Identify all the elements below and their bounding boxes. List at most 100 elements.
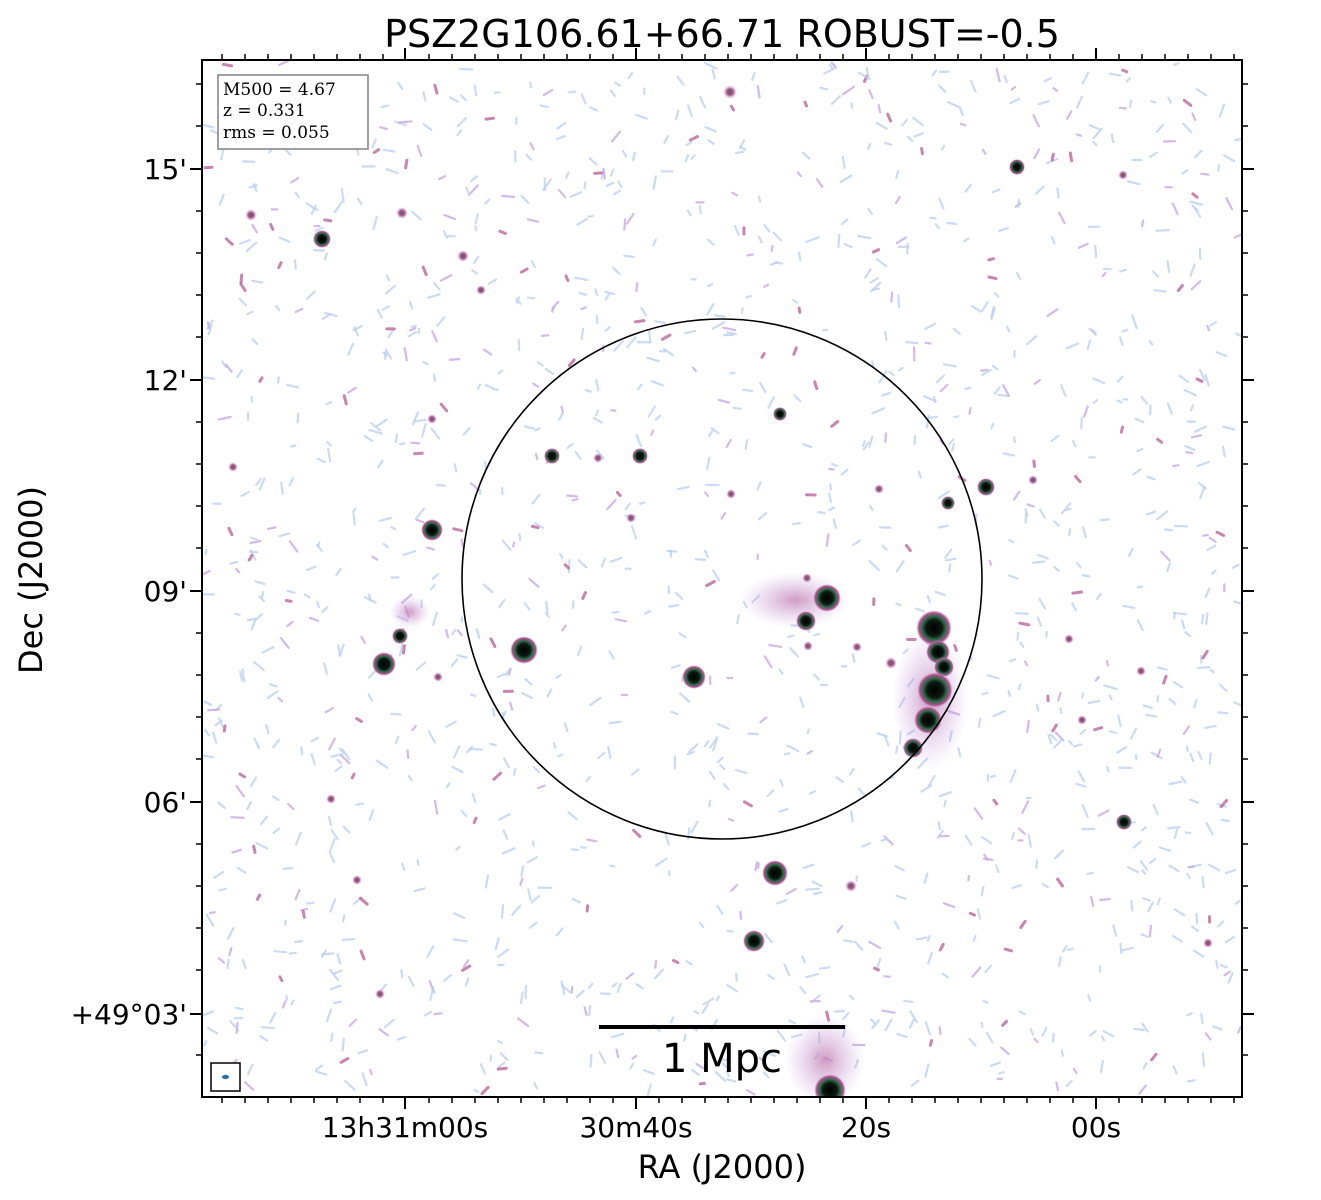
noise-streak xyxy=(625,972,634,980)
noise-streak xyxy=(407,330,418,338)
noise-streak xyxy=(571,897,581,904)
noise-streak xyxy=(321,312,332,320)
noise-streak xyxy=(1180,775,1187,784)
noise-streak xyxy=(278,975,284,983)
noise-streak xyxy=(456,116,468,128)
y-tick-label-09: 09' xyxy=(144,575,187,608)
noise-streak xyxy=(1187,865,1195,869)
noise-streak xyxy=(498,598,506,609)
noise-streak xyxy=(324,707,334,714)
noise-streak xyxy=(430,427,441,440)
noise-streak xyxy=(539,104,550,109)
noise-streak xyxy=(1077,242,1089,249)
noise-streak xyxy=(424,1010,432,1017)
noise-streak xyxy=(1088,124,1101,131)
noise-streak xyxy=(1183,388,1198,397)
faint-source xyxy=(723,85,737,99)
noise-streak xyxy=(878,370,888,384)
noise-streak xyxy=(1116,375,1124,383)
noise-streak xyxy=(368,809,375,822)
noise-streak xyxy=(727,817,735,822)
noise-streak xyxy=(713,314,726,318)
noise-streak xyxy=(379,126,388,131)
noise-streak xyxy=(560,980,566,996)
noise-streak xyxy=(555,673,562,679)
noise-streak xyxy=(1148,924,1153,938)
noise-streak xyxy=(808,790,817,795)
noise-streak xyxy=(920,784,933,793)
noise-streak xyxy=(654,959,658,969)
noise-streak xyxy=(1146,475,1156,481)
noise-streak xyxy=(433,83,439,95)
noise-streak xyxy=(630,768,640,776)
noise-streak xyxy=(925,415,930,429)
noise-streak xyxy=(1116,745,1128,754)
noise-streak xyxy=(400,969,404,979)
noise-streak xyxy=(924,1063,930,1078)
noise-streak xyxy=(1184,831,1192,835)
noise-streak xyxy=(1185,451,1194,455)
noise-streak xyxy=(690,820,699,834)
noise-streak xyxy=(1056,187,1060,199)
noise-streak xyxy=(747,732,759,736)
noise-streak xyxy=(652,175,658,190)
noise-streak xyxy=(688,135,699,142)
noise-streak xyxy=(726,929,734,933)
noise-streak xyxy=(1071,439,1077,448)
noise-streak xyxy=(811,880,823,888)
noise-streak xyxy=(489,742,497,747)
noise-streak xyxy=(301,909,306,919)
noise-streak xyxy=(708,799,712,808)
noise-streak xyxy=(915,936,928,941)
noise-streak xyxy=(496,673,505,679)
noise-streak xyxy=(1057,691,1062,702)
noise-streak xyxy=(980,1021,984,1029)
noise-streak xyxy=(796,171,802,178)
noise-streak xyxy=(937,821,942,831)
noise-streak xyxy=(1087,699,1101,705)
noise-streak xyxy=(717,398,731,404)
noise-streak xyxy=(245,241,258,253)
noise-streak xyxy=(347,386,357,394)
noise-streak xyxy=(571,498,579,502)
noise-streak xyxy=(707,238,715,246)
noise-streak xyxy=(623,254,636,259)
noise-streak xyxy=(884,330,888,341)
noise-streak xyxy=(1152,803,1159,816)
noise-streak xyxy=(300,746,304,756)
noise-streak xyxy=(725,1070,730,1078)
noise-streak xyxy=(1186,1012,1193,1017)
noise-streak xyxy=(1192,949,1205,958)
noise-streak xyxy=(650,429,655,436)
noise-streak xyxy=(1009,768,1017,784)
noise-streak xyxy=(469,175,478,183)
noise-streak xyxy=(1038,597,1047,610)
noise-streak xyxy=(1173,908,1186,917)
noise-streak xyxy=(1023,660,1029,667)
noise-streak xyxy=(426,945,435,958)
noise-streak xyxy=(1139,860,1149,872)
noise-streak xyxy=(944,548,953,560)
noise-streak xyxy=(431,573,440,581)
noise-streak xyxy=(578,291,588,296)
radio-source xyxy=(917,672,953,708)
noise-streak xyxy=(484,384,495,390)
noise-streak xyxy=(526,296,536,300)
noise-streak xyxy=(1055,1081,1060,1092)
chart-title: PSZ2G106.61+66.71 ROBUST=-0.5 xyxy=(384,12,1060,56)
noise-streak xyxy=(608,720,622,725)
noise-streak xyxy=(937,490,950,500)
noise-streak xyxy=(1005,325,1011,333)
noise-streak xyxy=(202,1010,215,1018)
noise-streak xyxy=(726,984,738,993)
noise-streak xyxy=(1156,748,1162,758)
noise-streak xyxy=(926,934,931,942)
noise-streak xyxy=(287,802,295,811)
noise-streak xyxy=(1223,970,1232,977)
noise-streak xyxy=(1208,536,1217,544)
noise-streak xyxy=(492,387,499,391)
noise-streak xyxy=(1171,934,1183,943)
noise-streak xyxy=(555,927,564,937)
noise-streak xyxy=(865,66,870,78)
noise-streak xyxy=(471,269,478,275)
